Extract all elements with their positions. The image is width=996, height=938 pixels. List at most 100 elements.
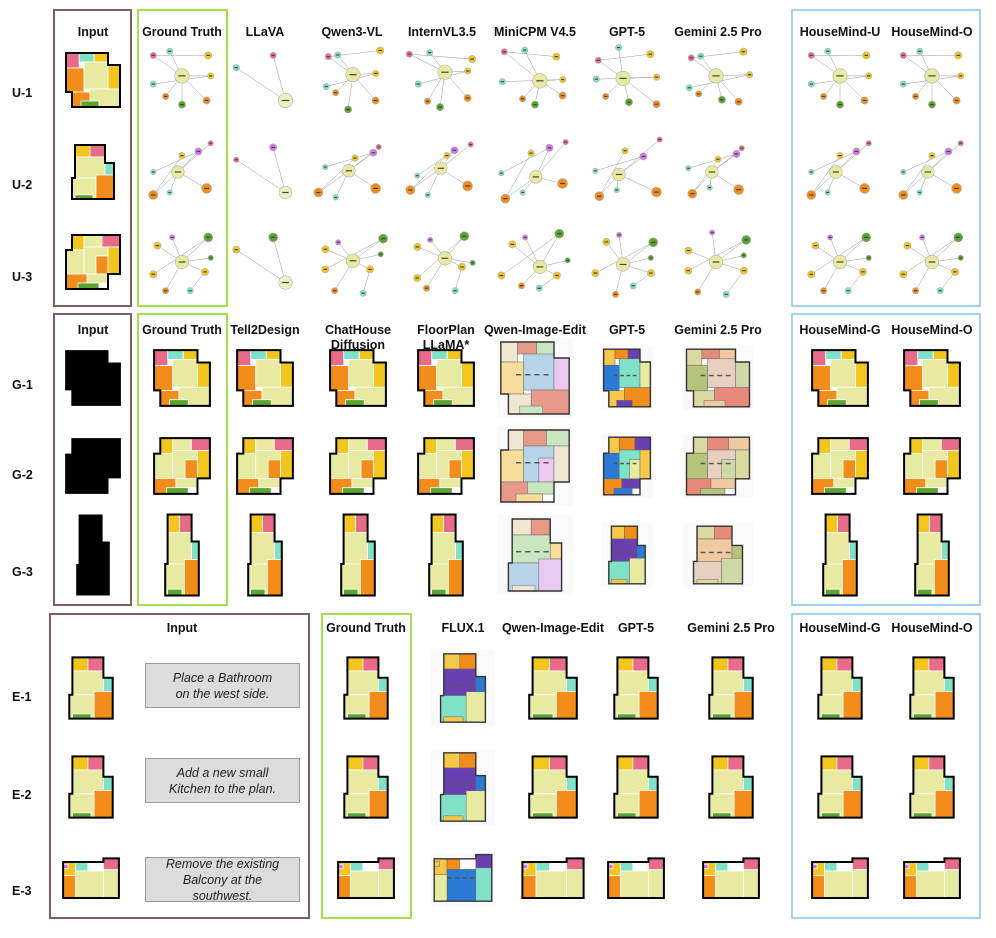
u-graph-1-6 (592, 44, 661, 109)
editing-header-7: HouseMind-O (891, 621, 973, 635)
understanding-header-9: HouseMind-O (891, 25, 973, 39)
editing-input-frame (49, 613, 310, 919)
row-label-u-1: U-1 (12, 86, 33, 100)
u-graph-1-2 (232, 51, 294, 109)
u-graph-2-4 (405, 141, 474, 198)
editing-header-4: GPT-5 (617, 621, 655, 635)
u-graph-3-1 (149, 232, 214, 295)
g-housemind-g-plan-3 (822, 513, 858, 597)
u-graph-1-3 (322, 46, 385, 114)
row-label-g-2: G-2 (12, 468, 33, 482)
g-input-mask-2 (65, 438, 121, 494)
e-housemind-o-plan-1 (909, 656, 955, 720)
editing-header-2: FLUX.1 (441, 621, 485, 635)
understanding-header-7: Gemini 2.5 Pro (674, 25, 762, 39)
u-graph-2-2 (233, 143, 293, 200)
generation-header-2: Tell2Design (230, 323, 300, 337)
u-graph-2-3 (313, 143, 382, 201)
g-input-mask-1 (65, 350, 121, 406)
u-graph-3-5 (497, 228, 571, 292)
understanding-gt-frame (137, 9, 228, 307)
g-qwen-plan-3 (497, 515, 573, 595)
generation-input-frame (53, 313, 132, 606)
u-graph-3-4 (413, 231, 476, 295)
generation-header-8: HouseMind-G (799, 323, 881, 337)
e-flux-plan-3 (431, 853, 495, 907)
u-graph-2-8 (806, 140, 872, 200)
e-gt-plan-1 (343, 656, 389, 720)
row-label-g-3: G-3 (12, 565, 33, 579)
e-housemind-g-plan-3 (811, 857, 869, 899)
g-tell2design-plan-3 (247, 513, 283, 597)
e-housemind-o-plan-2 (909, 755, 955, 819)
g-tell2design-plan-1 (236, 349, 294, 407)
u-graph-2-7 (685, 145, 745, 199)
edit-instruction-1: Place a Bathroom on the west side. (145, 663, 300, 708)
editing-header-0: Input (166, 621, 198, 635)
e-gt-plan-3 (337, 857, 395, 899)
u-graph-1-9 (899, 47, 965, 109)
u-input-plan-1 (65, 52, 121, 108)
g-chathouse-plan-3 (340, 513, 376, 597)
u-graph-1-5 (498, 46, 567, 109)
g-floorplanllama-plan-1 (417, 349, 475, 407)
understanding-header-1: Ground Truth (142, 25, 222, 39)
g-gpt5-plan-2 (601, 434, 653, 498)
e-qwen-plan-1 (528, 656, 578, 720)
row-label-g-1: G-1 (12, 378, 33, 392)
g-gt-plan-2 (153, 437, 211, 495)
generation-header-0: Input (77, 323, 109, 337)
u-graph-3-3 (321, 233, 388, 297)
e-flux-plan-2 (431, 749, 495, 825)
generation-gt-frame (137, 313, 228, 606)
e-qwen-plan-3 (521, 857, 585, 899)
u-graph-3-2 (232, 232, 293, 290)
generation-header-5: Qwen-Image-Edit (483, 323, 587, 337)
g-housemind-o-plan-1 (903, 349, 961, 407)
row-label-e-1: E-1 (12, 690, 32, 704)
e-gt-plan-2 (343, 755, 389, 819)
row-label-e-2: E-2 (12, 788, 32, 802)
edit-instruction-2: Add a new small Kitchen to the plan. (145, 758, 300, 803)
g-chathouse-plan-1 (329, 349, 387, 407)
u-graph-1-8 (807, 47, 873, 109)
editing-header-1: Ground Truth (326, 621, 406, 635)
e-housemind-g-plan-2 (817, 755, 863, 819)
e-housemind-g-plan-1 (817, 656, 863, 720)
e-gemini-plan-2 (708, 755, 754, 819)
u-input-plan-2 (71, 144, 115, 200)
g-housemind-o-plan-2 (903, 437, 961, 495)
g-chathouse-plan-2 (329, 437, 387, 495)
u-graph-3-7 (684, 229, 752, 298)
understanding-header-3: Qwen3-VL (321, 25, 383, 39)
u-graph-2-5 (498, 139, 569, 204)
e-flux-plan-1 (431, 650, 495, 726)
u-graph-3-9 (899, 232, 964, 295)
generation-header-7: Gemini 2.5 Pro (674, 323, 762, 337)
generation-header-6: GPT-5 (608, 323, 646, 337)
g-housemind-g-plan-1 (811, 349, 869, 407)
editing-ours-frame (791, 613, 981, 919)
e-input-plan-3 (62, 857, 120, 899)
u-graph-2-6 (592, 136, 663, 202)
generation-header-4: FloorPlan LLaMA* (417, 323, 475, 352)
row-label-e-3: E-3 (12, 884, 32, 898)
understanding-header-2: LLaVA (245, 25, 285, 39)
e-gpt5-plan-1 (613, 656, 659, 720)
u-graph-3-6 (591, 231, 659, 298)
g-gpt5-plan-1 (601, 346, 653, 410)
g-qwen-plan-1 (497, 338, 573, 418)
e-input-plan-2 (68, 755, 114, 819)
g-gemini-plan-1 (683, 346, 753, 410)
u-input-plan-3 (65, 234, 121, 290)
g-gemini-plan-3 (683, 523, 753, 587)
understanding-header-8: HouseMind-U (799, 25, 881, 39)
g-gpt5-plan-3 (601, 523, 653, 587)
u-graph-1-4 (405, 49, 477, 111)
understanding-header-4: InternVL3.5 (407, 25, 477, 39)
editing-gt-frame (321, 613, 412, 919)
g-qwen-plan-2 (497, 426, 573, 506)
e-input-plan-1 (68, 656, 114, 720)
edit-instruction-3: Remove the existing Balcony at the south… (145, 857, 300, 903)
